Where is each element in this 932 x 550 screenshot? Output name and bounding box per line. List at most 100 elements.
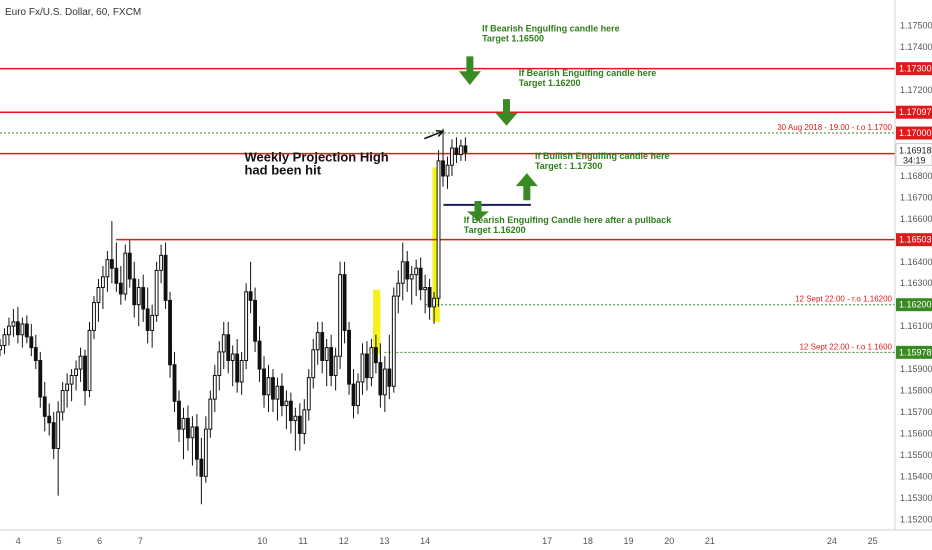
price-badge-label: 1.16200	[899, 300, 932, 310]
candle-body	[280, 385, 284, 407]
x-tick-label: 7	[138, 536, 143, 546]
y-tick-label: 1.17200	[900, 85, 932, 95]
candle-body	[56, 411, 61, 449]
x-tick-label: 11	[298, 536, 307, 546]
candle-body	[391, 295, 396, 387]
price-badge: 1.16200	[896, 298, 932, 312]
candle-body	[114, 267, 119, 284]
y-tick-label: 1.15200	[900, 514, 932, 524]
candle-body	[230, 353, 235, 361]
x-tick-label: 5	[56, 536, 61, 546]
candle-body	[414, 267, 419, 276]
x-tick-label: 12	[339, 536, 349, 546]
candle-body	[123, 252, 128, 295]
callout-text: had been hit	[244, 162, 321, 177]
level-label: 30 Aug 2018 - 19.00 - r.o 1.1700	[777, 123, 892, 132]
candle-body	[311, 349, 316, 379]
x-tick-label: 20	[664, 536, 674, 546]
candle-body	[248, 291, 253, 301]
y-tick-label: 1.16700	[900, 192, 932, 202]
candle-body	[275, 385, 280, 400]
candle-body	[7, 325, 11, 336]
annotation-text: Target 1.16200	[464, 225, 526, 235]
annotation-text: If Bearish Engulfing candle here	[519, 68, 657, 78]
price-badge-bg	[896, 126, 932, 140]
x-tick-label: 10	[257, 536, 267, 546]
arrow-down-icon	[458, 56, 481, 85]
y-tick-label: 1.16400	[900, 257, 932, 267]
candle-body	[239, 359, 244, 383]
candle-body	[145, 308, 150, 331]
candle-body	[74, 368, 78, 377]
x-tick-label: 24	[827, 536, 837, 546]
y-tick-label: 1.17500	[900, 21, 932, 31]
candle-body	[396, 282, 401, 297]
candle-body	[181, 417, 186, 430]
candle-body	[387, 368, 392, 387]
candle-body	[60, 390, 65, 413]
arrow-down-icon	[495, 99, 518, 126]
candle-body	[11, 321, 16, 327]
candle-body	[288, 400, 293, 422]
price-badge: 1.17300	[896, 62, 932, 76]
candle-body	[212, 375, 217, 400]
y-tick-label: 1.16600	[900, 214, 932, 224]
candle-body	[378, 362, 383, 396]
candle-body	[118, 282, 123, 295]
x-tick-label: 18	[583, 536, 593, 546]
callout-arrow-head	[435, 130, 445, 137]
countdown-timer: 34:19	[903, 156, 926, 166]
candle-body	[454, 147, 459, 155]
y-tick-label: 1.15500	[900, 450, 932, 460]
price-badge-label: 1.16503	[899, 235, 932, 245]
candle-body	[65, 383, 70, 392]
candle-body	[172, 364, 177, 402]
current-price-label: 1.16918	[899, 146, 932, 156]
candle-body	[405, 261, 410, 280]
y-tick-label: 1.15600	[900, 428, 932, 438]
y-tick-label: 1.17400	[900, 42, 932, 52]
candle-body	[0, 344, 2, 351]
candle-body	[302, 409, 307, 434]
x-tick-label: 4	[16, 536, 21, 546]
candle-body	[136, 287, 141, 306]
candle-body	[127, 252, 132, 280]
chart-title: Euro Fx/U.S. Dollar, 60, FXCM	[5, 7, 141, 18]
candle-body	[101, 276, 105, 289]
y-tick-label: 1.15800	[900, 386, 932, 396]
annotation-text: If Bullish Engulfing candle here	[535, 151, 670, 161]
candle-body	[20, 323, 25, 336]
candle-body	[432, 297, 436, 308]
candle-body	[351, 383, 356, 407]
candle-body	[400, 261, 405, 284]
price-badge-label: 1.17097	[899, 107, 932, 117]
price-badge-label: 1.17300	[899, 64, 932, 74]
candle-body	[284, 400, 289, 407]
candle-body	[262, 368, 266, 396]
price-badge-bg	[896, 105, 932, 119]
arrow-down-icon	[467, 201, 490, 221]
candle-body	[360, 353, 365, 383]
candle-body	[293, 415, 298, 422]
y-tick-label: 1.16100	[900, 321, 932, 331]
candle-body	[163, 254, 168, 301]
candle-body	[150, 314, 155, 331]
candle-body	[297, 415, 302, 434]
price-badge: 1.17097	[896, 105, 932, 119]
candle-body	[69, 375, 74, 385]
candle-body	[208, 398, 213, 430]
candle-body	[427, 287, 432, 308]
y-tick-label: 1.15400	[900, 471, 932, 481]
price-badge-label: 1.17000	[899, 128, 932, 138]
x-tick-label: 19	[624, 536, 634, 546]
candle-body	[235, 353, 240, 383]
price-badge-bg	[896, 298, 932, 312]
x-tick-label: 6	[97, 536, 102, 546]
callout-text: Weekly Projection High	[244, 149, 388, 164]
current-price-badge	[895, 143, 932, 166]
candle-body	[109, 259, 114, 269]
x-tick-label: 17	[542, 536, 552, 546]
candle-body	[186, 417, 190, 439]
